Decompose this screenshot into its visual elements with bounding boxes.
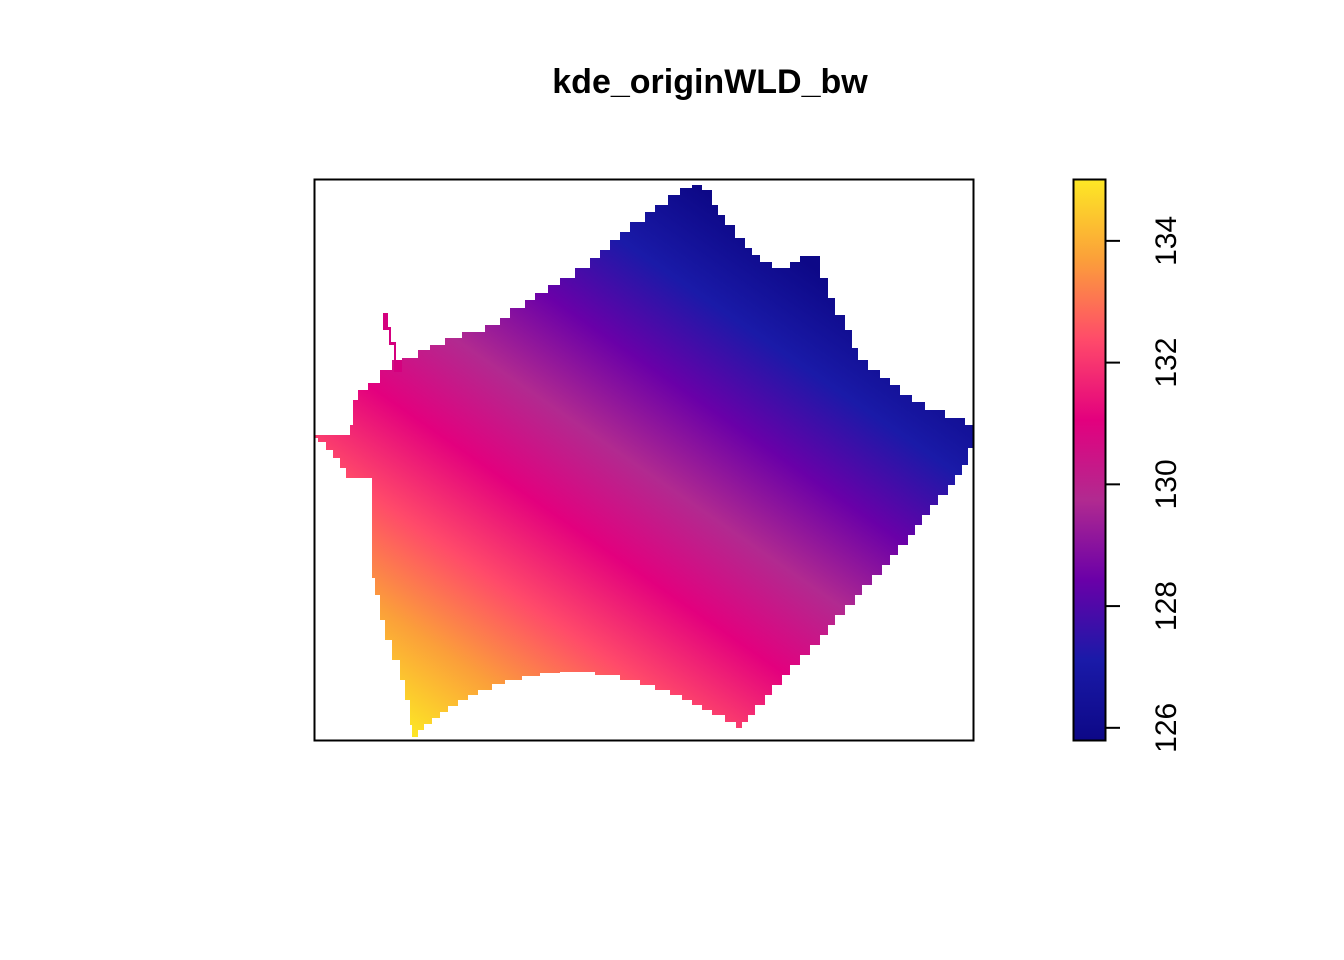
plot-frame (313, 178, 975, 742)
legend-tick-label: 134 (1150, 216, 1183, 266)
legend-tick-label: 132 (1150, 338, 1183, 388)
legend-tick-label: 128 (1150, 581, 1183, 631)
legend-tick-label: 126 (1150, 703, 1183, 753)
legend-ticks: 126 128 130 132 134 (1106, 216, 1183, 753)
legend-tick-label: 130 (1150, 459, 1183, 509)
legend: 126 128 130 132 134 (1072, 178, 1183, 753)
chart-title: kde_originWLD_bw (552, 63, 868, 101)
raster-spike (383, 313, 402, 372)
legend-frame (1072, 178, 1107, 742)
legend-colorbar (1073, 180, 1106, 740)
raster-area (314, 185, 974, 737)
raster-surface (314, 185, 974, 737)
